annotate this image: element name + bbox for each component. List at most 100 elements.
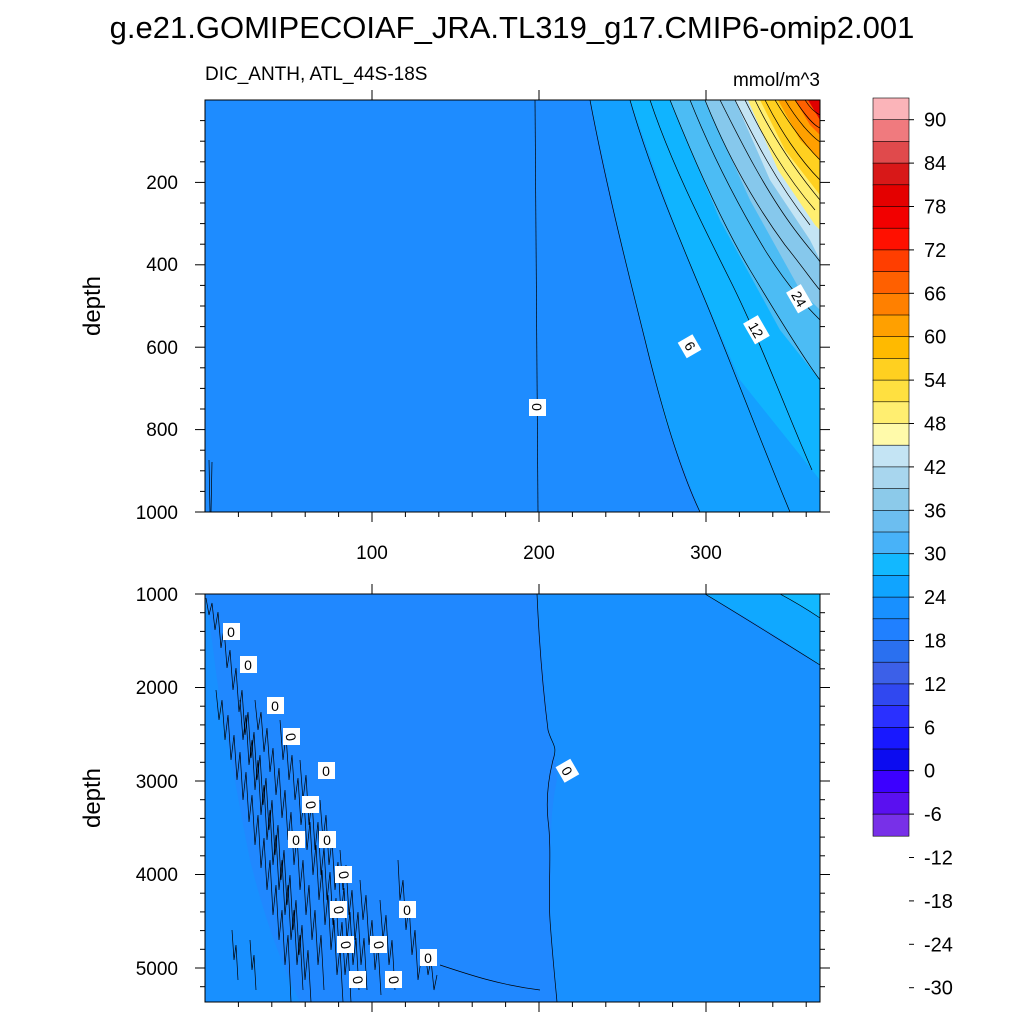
bottom-contour-label: 0 <box>370 940 387 951</box>
colorbar-label: 90 <box>924 110 946 132</box>
bottom-contour-label: 0 <box>330 905 347 916</box>
colorbar-box <box>872 596 910 620</box>
bottom-contour-label: 0 <box>337 940 354 951</box>
colorbar-label: 36 <box>924 500 946 522</box>
bottom-contour-label: 0 <box>292 832 300 848</box>
bottom-contour-label: 0 <box>244 657 252 673</box>
top-contour-label-12: 12 <box>745 319 767 341</box>
bottom-contour-label: 0 <box>403 902 411 918</box>
bottom-band-6-12 <box>780 594 820 618</box>
bottom-contour-label: 0 <box>322 763 330 779</box>
top-ytick-label-1000: 1000 <box>136 503 178 524</box>
colorbar-label: 24 <box>924 587 946 609</box>
top-contour-lines <box>208 100 820 512</box>
colorbar-box <box>872 227 910 251</box>
bottom-band-0-6 <box>705 594 820 665</box>
colorbar-label: 6 <box>924 717 935 739</box>
bottom-panel-field: 0 0 0 0 0 0 0 0 0 0 0 <box>205 594 820 1002</box>
bottom-contour-label: 0 <box>282 732 299 743</box>
top-contour-label-0: 0 <box>529 403 545 411</box>
top-contour-labels: 0 6 12 24 <box>529 284 813 416</box>
colorbar-box <box>872 119 910 143</box>
colorbar-box <box>872 748 910 772</box>
bottom-contour-label: 0 <box>424 950 432 966</box>
colorbar-label: 72 <box>924 240 946 262</box>
colorbar-box <box>872 97 910 121</box>
bottom-contour-label: 0 <box>227 624 235 640</box>
colorbar-box <box>872 401 910 425</box>
bottom-contour-labels: 0 0 0 0 0 0 0 0 0 0 0 <box>223 623 580 988</box>
colorbar-label: -6 <box>924 804 942 826</box>
colorbar-box <box>872 141 910 164</box>
colorbar-label: -30 <box>924 978 953 1000</box>
top-y-axis <box>195 120 830 513</box>
colorbar-box <box>872 683 910 707</box>
bottom-x-axis <box>237 584 807 1012</box>
colorbar-box <box>872 249 910 273</box>
colorbar-labels: 908478726660544842363024181260-6-12-18-2… <box>924 110 953 1000</box>
bottom-panel-frame <box>204 593 821 1003</box>
bottom-panel: 0 0 0 0 0 0 0 0 0 0 0 <box>79 584 830 1012</box>
colorbar-box <box>872 336 910 360</box>
colorbar-box <box>872 640 910 663</box>
colorbar-boxes <box>872 97 910 837</box>
colorbar-box <box>872 271 910 295</box>
colorbar-label: 78 <box>924 197 946 219</box>
bottom-contour-label: 0 <box>302 800 319 811</box>
top-ytick-label-400: 400 <box>146 255 178 276</box>
bottom-contour-label: 0 <box>349 975 366 986</box>
bottom-y-tick-labels: 1000 2000 3000 4000 5000 <box>136 585 178 980</box>
colorbar-box <box>872 162 910 186</box>
units-label: mmol/m^3 <box>733 70 820 91</box>
colorbar-box <box>872 618 910 642</box>
colorbar-label: -18 <box>924 891 953 913</box>
colorbar-label: -12 <box>924 848 953 870</box>
colorbar-label: 54 <box>924 370 946 392</box>
colorbar-box <box>872 184 910 208</box>
colorbar-box <box>872 379 910 403</box>
colorbar-box <box>872 792 910 815</box>
colorbar-box <box>872 813 910 837</box>
colorbar-ticks <box>909 119 914 989</box>
bottom-contour-label: 0 <box>323 832 331 848</box>
bottom-contour-label: 0 <box>271 698 279 714</box>
colorbar-box <box>872 488 910 512</box>
colorbar-box <box>872 661 910 685</box>
bottom-negative-region <box>205 594 558 1002</box>
top-ytick-label-600: 600 <box>146 338 178 359</box>
top-contour-label-24: 24 <box>788 288 810 310</box>
colorbar-box <box>872 444 910 468</box>
colorbar-box <box>872 770 910 794</box>
top-band-66-plus <box>808 100 820 120</box>
colorbar-label: 0 <box>924 761 935 783</box>
colorbar-label: 84 <box>924 153 946 175</box>
colorbar-box <box>872 553 910 577</box>
bottom-y-axis <box>195 593 830 988</box>
colorbar-box <box>872 466 910 490</box>
bottom-contour-label: 0 <box>335 870 352 881</box>
colorbar-box <box>872 531 910 555</box>
xtick-label-300: 300 <box>690 543 722 564</box>
top-ytick-label-200: 200 <box>146 173 178 194</box>
xtick-label-200: 200 <box>523 543 555 564</box>
colorbar-label: 42 <box>924 457 946 479</box>
top-panel: 0 6 12 24 <box>79 90 830 564</box>
bottom-contour-label: 0 <box>385 975 402 986</box>
colorbar-label: 30 <box>924 544 946 566</box>
bottom-ytick-label-1000: 1000 <box>136 585 178 606</box>
colorbar-box <box>872 423 910 446</box>
top-x-tick-labels: 100 200 300 <box>356 543 722 564</box>
top-panel-field: 0 6 12 24 <box>205 100 820 512</box>
bottom-y-axis-label: depth <box>79 768 106 828</box>
bottom-ytick-label-3000: 3000 <box>136 772 178 793</box>
bottom-ytick-label-2000: 2000 <box>136 678 178 699</box>
colorbar-label: 18 <box>924 631 946 653</box>
bottom-ytick-label-5000: 5000 <box>136 959 178 980</box>
colorbar-box <box>872 358 910 381</box>
colorbar-label: 48 <box>924 414 946 436</box>
colorbar-box <box>872 292 910 316</box>
top-x-axis <box>237 90 807 522</box>
colorbar-box <box>872 705 910 728</box>
colorbar-label: -24 <box>924 934 953 956</box>
